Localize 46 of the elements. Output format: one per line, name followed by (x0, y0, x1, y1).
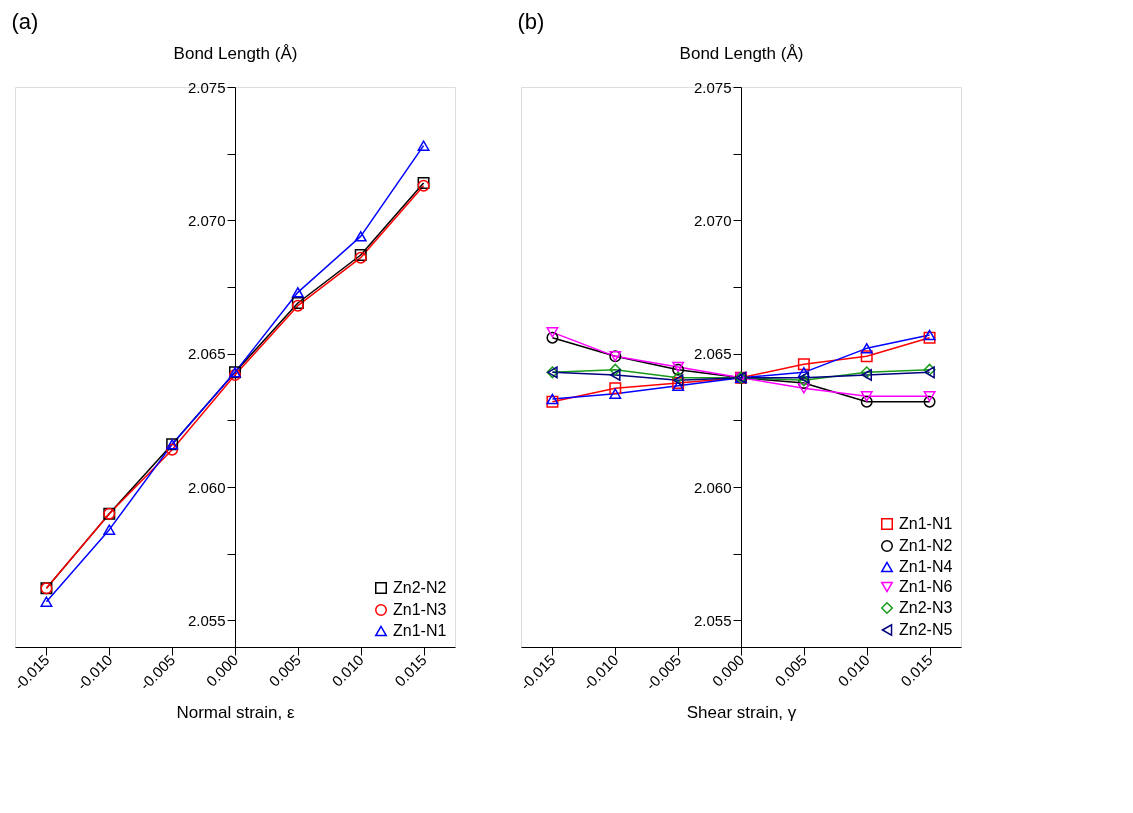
point (103, 524, 116, 535)
legend-label: Zn1-N1 (393, 622, 447, 639)
y-tick-label: 2.075 (693, 78, 732, 96)
point (417, 140, 430, 151)
point (609, 369, 621, 381)
point (291, 287, 304, 298)
point (923, 391, 936, 402)
legend-label: Zn1-N4 (899, 558, 953, 575)
y-axis-title: Bond Length (Å) (173, 43, 298, 63)
legend-label: Zn1-N2 (899, 537, 953, 554)
point (860, 395, 873, 408)
y-tick-label: 2.060 (693, 478, 732, 496)
x-axis-title: Normal strain, ε (176, 703, 295, 723)
point (860, 391, 873, 402)
x-axis-title: Shear strain, γ (686, 703, 797, 723)
point (546, 327, 559, 338)
y-tick-label: 2.065 (693, 345, 732, 363)
y-tick-label: 2.055 (187, 611, 226, 629)
chart-title: (a) (11, 9, 39, 34)
y-tick-label: 2.055 (693, 611, 732, 629)
y-tick-label: 2.060 (187, 478, 226, 496)
y-tick-label: 2.075 (187, 78, 226, 96)
point (609, 382, 622, 395)
legend-label: Zn1-N6 (899, 578, 953, 595)
y-tick-label: 2.065 (187, 345, 226, 363)
legend-label: Zn2-N5 (899, 621, 953, 638)
point (354, 231, 367, 242)
point (166, 443, 179, 456)
legend-label: Zn1-N3 (393, 601, 447, 618)
legend-label: Zn2-N3 (899, 599, 953, 616)
point (546, 331, 559, 344)
chart-title: (b) (517, 9, 545, 34)
legend-label: Zn2-N2 (393, 579, 447, 596)
legend-label: Zn1-N1 (899, 515, 953, 532)
point (860, 350, 873, 363)
y-axis-title: Bond Length (Å) (679, 43, 804, 63)
point (40, 596, 53, 607)
point (860, 343, 873, 354)
point (609, 388, 622, 399)
point (797, 383, 810, 394)
y-tick-label: 2.070 (187, 211, 226, 229)
y-tick-label: 2.070 (693, 211, 732, 229)
point (923, 395, 936, 408)
point (797, 367, 810, 378)
point (797, 358, 810, 371)
point (609, 363, 622, 376)
